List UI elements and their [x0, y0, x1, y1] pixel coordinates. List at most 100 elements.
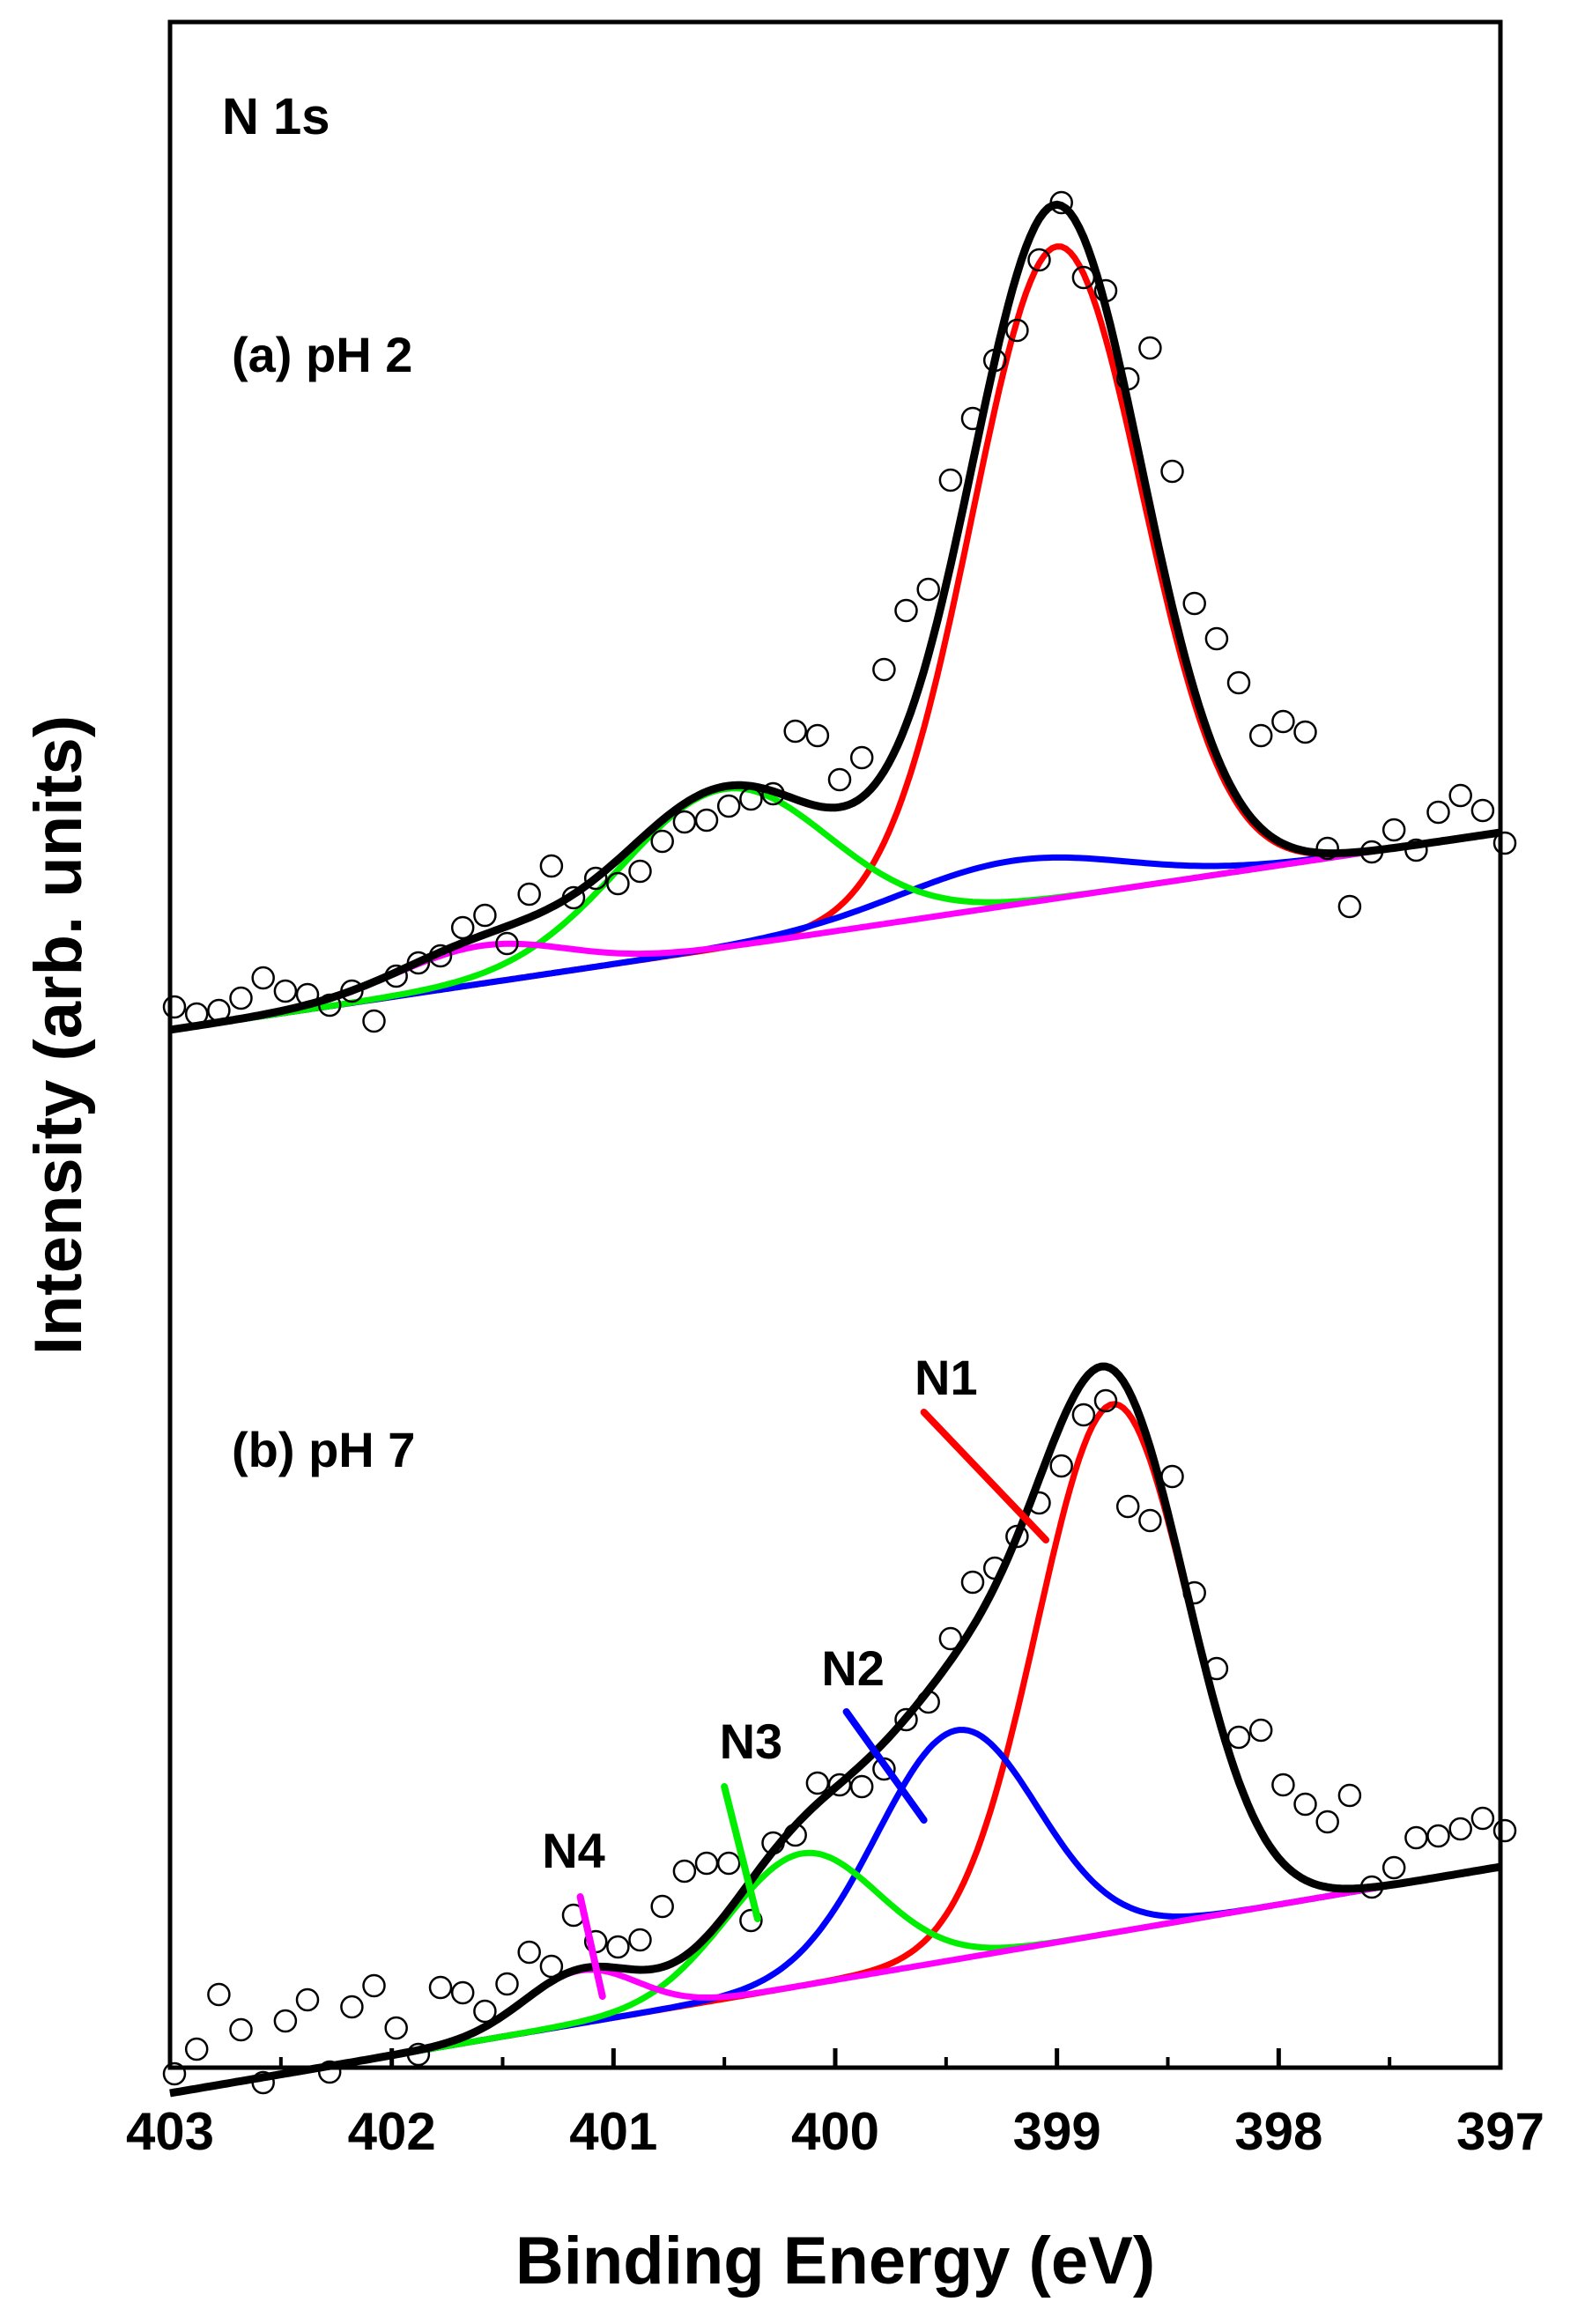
data-point — [805, 1771, 830, 1795]
data-point — [1049, 1454, 1073, 1478]
data-point — [1182, 591, 1206, 616]
data-point — [1049, 190, 1073, 215]
data-point — [1404, 838, 1428, 862]
data-point — [1248, 1718, 1273, 1743]
data-point — [583, 866, 608, 891]
data-point — [362, 1009, 386, 1033]
data-point — [295, 982, 320, 1007]
y-axis-title: Intensity (arb. units) — [21, 715, 96, 1355]
data-point — [1226, 1725, 1251, 1750]
data-point — [739, 787, 763, 811]
data-point — [916, 577, 940, 602]
data-point — [473, 1999, 497, 2024]
data-point — [1204, 626, 1229, 651]
data-point — [982, 348, 1007, 373]
data-point — [606, 1935, 630, 1959]
x-tick-label: 400 — [791, 2102, 879, 2161]
data-point — [938, 468, 963, 492]
data-point — [716, 794, 741, 818]
data-point — [1315, 1810, 1339, 1834]
data-point — [716, 1851, 741, 1876]
x-axis-ticks: 403 402 401 400 399 398 397 — [126, 2048, 1544, 2161]
data-point — [1027, 1491, 1051, 1515]
data-point — [960, 406, 985, 431]
data-point — [827, 1773, 852, 1797]
data-point — [1448, 783, 1472, 808]
data-point — [672, 1859, 697, 1884]
peak-label-leader-n3 — [721, 1783, 761, 1922]
data-point — [362, 1973, 386, 1998]
data-point — [1115, 1494, 1140, 1519]
data-point — [1160, 459, 1184, 484]
data-point — [1115, 366, 1140, 391]
data-point — [384, 2016, 408, 2040]
data-point — [1315, 836, 1339, 861]
data-point — [1182, 1580, 1206, 1605]
data-point — [340, 979, 364, 1003]
data-point — [450, 1980, 475, 2005]
data-point — [849, 1774, 874, 1799]
data-point — [229, 2017, 253, 2042]
data-point — [539, 1954, 564, 1979]
data-point — [672, 810, 697, 834]
data-point — [1093, 1388, 1118, 1413]
panel-a — [162, 190, 1517, 1034]
data-point — [428, 1975, 453, 2000]
data-point — [894, 1707, 918, 1732]
data-point — [162, 2061, 187, 2086]
peak-label-n4: N4 — [542, 1823, 605, 1878]
data-point — [606, 871, 630, 896]
data-point — [1381, 1855, 1406, 1880]
data-point — [1404, 1825, 1428, 1850]
data-point — [184, 1002, 209, 1026]
data-point — [783, 1823, 807, 1847]
element-label: N 1s — [222, 88, 330, 145]
data-point — [517, 1940, 541, 1965]
data-point — [273, 979, 298, 1003]
data-point — [1381, 818, 1406, 842]
data-point — [495, 1972, 519, 1996]
data-point — [539, 854, 564, 878]
data-point — [894, 598, 918, 623]
data-point — [229, 986, 253, 1010]
x-tick-label: 398 — [1234, 2102, 1322, 2161]
data-point — [1005, 318, 1029, 343]
x-tick-label: 397 — [1456, 2102, 1544, 2161]
data-point — [872, 657, 896, 682]
data-point — [628, 1928, 652, 1952]
data-point — [317, 993, 342, 1018]
data-point — [207, 998, 231, 1023]
x-axis-title: Binding Energy (eV) — [515, 2224, 1155, 2298]
data-point — [1426, 1824, 1450, 1848]
data-point — [1448, 1817, 1472, 1841]
data-point — [207, 1982, 231, 2007]
data-point — [406, 2042, 431, 2067]
peak-label-leader-n2 — [842, 1708, 928, 1824]
x-tick-label: 401 — [569, 2102, 657, 2161]
data-point — [1426, 800, 1450, 825]
peak-label-leader-n1 — [920, 1409, 1050, 1543]
data-point — [1138, 1508, 1162, 1533]
data-point — [1138, 336, 1162, 360]
data-point — [251, 966, 275, 990]
data-point — [517, 882, 541, 907]
data-point — [251, 2070, 275, 2095]
data-point — [1492, 831, 1517, 855]
x-tick-label: 402 — [348, 2102, 436, 2161]
peak-label-n3: N3 — [720, 1713, 783, 1769]
data-point — [1226, 670, 1251, 695]
data-point — [340, 1995, 364, 2019]
data-point — [384, 964, 408, 988]
data-point — [1492, 1818, 1517, 1843]
data-point — [1470, 798, 1495, 823]
peak-label-n1: N1 — [915, 1350, 978, 1405]
data-point — [805, 723, 830, 748]
data-point — [938, 1626, 963, 1651]
data-point — [273, 2009, 298, 2033]
data-point — [1160, 1464, 1184, 1489]
data-point — [1271, 709, 1295, 734]
data-point — [916, 1690, 940, 1714]
envelope-fit-line — [169, 200, 1501, 1034]
data-point — [406, 951, 431, 975]
data-point — [694, 1851, 719, 1876]
